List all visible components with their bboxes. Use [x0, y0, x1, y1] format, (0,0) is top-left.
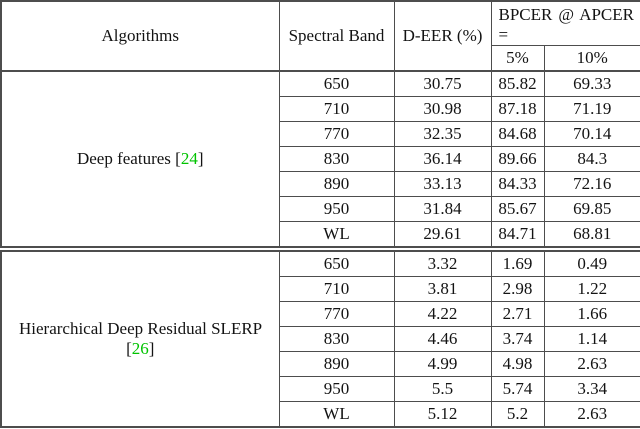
algorithm-name: Deep features	[76, 149, 171, 168]
bpcer-10-value-cell: 0.49	[543, 246, 640, 277]
col-header-spectral-band: Spectral Band	[278, 0, 395, 72]
algorithm-name-cell: Hierarchical Deep Residual SLERP [26]	[0, 246, 280, 428]
col-header-apcer-5: 5%	[490, 45, 545, 72]
bpcer-10-value-cell: 69.85	[543, 196, 640, 222]
deer-value-cell: 4.46	[393, 326, 492, 352]
spectral-band-cell: 890	[278, 351, 395, 377]
spectral-band-cell: 770	[278, 121, 395, 147]
citation-bracket-close: ]	[148, 339, 155, 358]
table-row: 950 5.5 5.74 3.34	[1, 376, 640, 402]
bpcer-10-value-cell: 70.14	[543, 121, 640, 147]
bpcer-10-value-cell: 1.66	[543, 301, 640, 327]
spectral-band-cell: 890	[278, 171, 395, 197]
bpcer-5-value-cell: 4.98	[490, 351, 545, 377]
bpcer-5-value-cell: 5.74	[490, 376, 545, 402]
deer-value-cell: 30.75	[393, 70, 492, 97]
citation-link[interactable]: 26	[131, 339, 149, 358]
spectral-band-cell: 830	[278, 146, 395, 172]
bpcer-header-line2: =	[498, 25, 509, 44]
algorithm-name-cell: Deep features [24]	[0, 70, 280, 250]
spectral-band-cell: WL	[278, 221, 395, 250]
col-header-apcer-10: 10%	[543, 45, 640, 72]
bpcer-10-value-cell: 3.34	[543, 376, 640, 402]
col-header-algorithms: Algorithms	[0, 0, 280, 72]
table-header: Algorithms Spectral Band D-EER (%) BPCER…	[0, 0, 640, 72]
bpcer-5-value-cell: 2.98	[490, 276, 545, 302]
col-header-deer: D-EER (%)	[393, 0, 492, 72]
bpcer-10-value-cell: 72.16	[543, 171, 640, 197]
spectral-band-cell: 650	[278, 246, 395, 277]
col-header-bpcer-apcer: BPCER @ APCER =	[490, 0, 640, 46]
deer-value-cell: 4.22	[393, 301, 492, 327]
table-row: 950 31.84 85.67 69.85	[1, 196, 640, 222]
bpcer-10-value-cell: 1.22	[543, 276, 640, 302]
table-row: WL 5.12 5.2 2.63	[1, 401, 640, 428]
deer-value-cell: 30.98	[393, 96, 492, 122]
bpcer-10-value-cell: 2.63	[543, 401, 640, 428]
deer-value-cell: 32.35	[393, 121, 492, 147]
table-row: 710 30.98 87.18 71.19	[1, 96, 640, 122]
deer-value-cell: 4.99	[393, 351, 492, 377]
bpcer-5-value-cell: 87.18	[490, 96, 545, 122]
citation-bracket-open: [	[126, 339, 132, 358]
algorithm-name: Hierarchical Deep Residual SLERP	[19, 319, 262, 338]
spectral-band-cell: WL	[278, 401, 395, 428]
bpcer-10-value-cell: 1.14	[543, 326, 640, 352]
deer-value-cell: 33.13	[393, 171, 492, 197]
table-row: Hierarchical Deep Residual SLERP [26] 650…	[0, 246, 640, 428]
table-row: 770 32.35 84.68 70.14	[1, 121, 640, 147]
deer-value-cell: 5.12	[393, 401, 492, 428]
bpcer-5-value-cell: 2.71	[490, 301, 545, 327]
algorithm-block-hierarchical-slerp: Hierarchical Deep Residual SLERP [26] 650…	[0, 246, 640, 428]
bpcer-10-value-cell: 68.81	[543, 221, 640, 250]
bpcer-5-value-cell: 89.66	[490, 146, 545, 172]
spectral-band-cell: 770	[278, 301, 395, 327]
spectral-band-cell: 830	[278, 326, 395, 352]
citation-link[interactable]: 24	[180, 149, 198, 168]
bpcer-10-value-cell: 84.3	[543, 146, 640, 172]
bpcer-10-value-cell: 69.33	[543, 70, 640, 97]
deer-value-cell: 3.81	[393, 276, 492, 302]
spectral-band-cell: 710	[278, 276, 395, 302]
bpcer-5-value-cell: 3.74	[490, 326, 545, 352]
table-row: Deep features [24] 650 30.75 85.82 69.33	[0, 70, 640, 250]
table-row: 770 4.22 2.71 1.66	[1, 301, 640, 327]
bpcer-5-value-cell: 1.69	[490, 246, 545, 277]
bpcer-5-value-cell: 84.71	[490, 221, 545, 250]
spectral-band-cell: 650	[278, 70, 395, 97]
deer-value-cell: 3.32	[393, 246, 492, 277]
deer-value-cell: 29.61	[393, 221, 492, 250]
bpcer-5-value-cell: 85.82	[490, 70, 545, 97]
spectral-band-cell: 710	[278, 96, 395, 122]
algorithm-block-deep-features: Deep features [24] 650 30.75 85.82 69.33 710 3…	[0, 70, 640, 250]
citation-bracket-close: ]	[197, 149, 204, 168]
bpcer-header-line1: BPCER @ APCER	[498, 5, 635, 24]
bpcer-5-value-cell: 5.2	[490, 401, 545, 428]
bpcer-5-value-cell: 84.68	[490, 121, 545, 147]
table-row: 890 33.13 84.33 72.16	[1, 171, 640, 197]
table-row: 830 36.14 89.66 84.3	[1, 146, 640, 172]
bpcer-5-value-cell: 85.67	[490, 196, 545, 222]
deer-value-cell: 36.14	[393, 146, 492, 172]
table-row: 830 4.46 3.74 1.14	[1, 326, 640, 352]
spectral-band-cell: 950	[278, 196, 395, 222]
citation-bracket-open: [	[175, 149, 181, 168]
bpcer-10-value-cell: 71.19	[543, 96, 640, 122]
spectral-band-cell: 950	[278, 376, 395, 402]
bpcer-10-value-cell: 2.63	[543, 351, 640, 377]
deer-value-cell: 5.5	[393, 376, 492, 402]
bpcer-5-value-cell: 84.33	[490, 171, 545, 197]
deer-value-cell: 31.84	[393, 196, 492, 222]
